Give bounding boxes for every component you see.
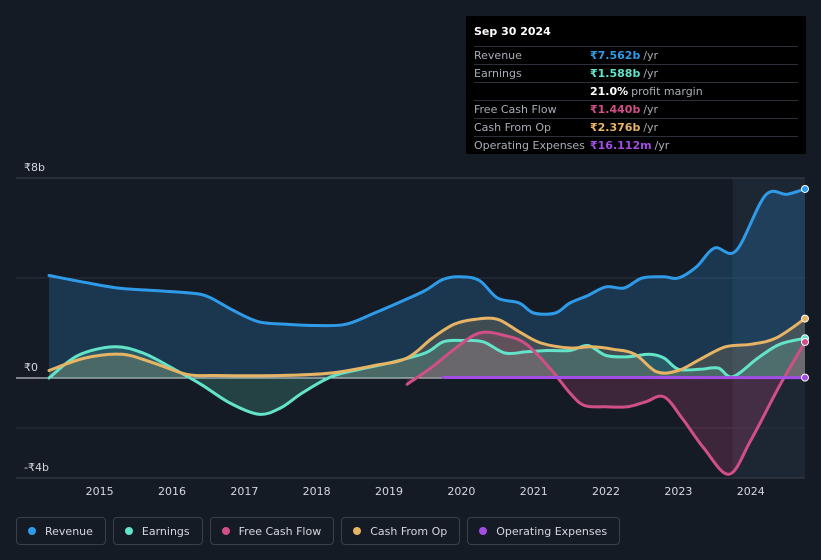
legend-label: Cash From Op bbox=[370, 524, 448, 538]
x-tick-label-2019: 2019 bbox=[375, 485, 403, 498]
chart-tooltip: Sep 30 2024 Revenue ₹7.562b/yr Earnings ₹1.… bbox=[466, 16, 806, 154]
tooltip-row: Cash From Op ₹2.376b/yr bbox=[474, 118, 798, 136]
tooltip-row-value: 21.0% bbox=[590, 85, 629, 98]
end-marker-free-cash-flow bbox=[801, 338, 809, 346]
tooltip-row-unit: /yr bbox=[643, 49, 659, 62]
tooltip-rows: Revenue ₹7.562b/yr Earnings ₹1.588b/yr 21.0%… bbox=[474, 46, 798, 154]
legend-dot-icon bbox=[124, 527, 133, 535]
line-free-cash-flow bbox=[405, 330, 805, 476]
tooltip-row-unit: /yr bbox=[654, 139, 670, 152]
legend-label: Earnings bbox=[141, 524, 190, 538]
x-tick-label-2016: 2016 bbox=[158, 485, 186, 498]
tooltip-row-value: ₹2.376b bbox=[590, 121, 641, 134]
tooltip-row-unit: /yr bbox=[643, 121, 659, 134]
x-tick-label-2023: 2023 bbox=[664, 485, 692, 498]
legend-item-cash-from-op[interactable]: Cash From Op bbox=[341, 517, 461, 545]
tooltip-row: Revenue ₹7.562b/yr bbox=[474, 46, 798, 64]
legend-item-free-cash-flow[interactable]: Free Cash Flow bbox=[209, 517, 335, 545]
legend-label: Revenue bbox=[45, 524, 93, 538]
tooltip-row: Earnings ₹1.588b/yr bbox=[474, 64, 798, 82]
legend-label: Free Cash Flow bbox=[238, 524, 322, 538]
tooltip-row-unit: /yr bbox=[643, 103, 659, 116]
end-marker-revenue bbox=[801, 184, 809, 193]
tooltip-row-label: Operating Expenses bbox=[474, 139, 585, 152]
y-tick-label-1: ₹0 bbox=[24, 361, 38, 374]
tooltip-row-label: Revenue bbox=[474, 49, 522, 62]
tooltip-date: Sep 30 2024 bbox=[474, 25, 551, 38]
chart-legend: Revenue Earnings Free Cash Flow Cash From O… bbox=[16, 517, 621, 545]
tooltip-row-unit: profit margin bbox=[631, 85, 703, 98]
y-tick-label-0: ₹8b bbox=[24, 161, 45, 174]
x-tick-label-2021: 2021 bbox=[520, 485, 548, 498]
tooltip-row-unit: /yr bbox=[643, 67, 659, 80]
tooltip-row-label: Cash From Op bbox=[474, 121, 552, 134]
legend-dot-icon bbox=[221, 527, 230, 535]
x-tick-label-2022: 2022 bbox=[592, 485, 620, 498]
area-cash-from-op bbox=[49, 318, 805, 378]
end-marker-operating-expenses bbox=[801, 373, 809, 382]
tooltip-row: 21.0% profit margin bbox=[474, 82, 798, 100]
x-tick-label-2015: 2015 bbox=[86, 485, 114, 498]
y-tick-label-2: -₹4b bbox=[24, 461, 49, 474]
tooltip-row-value: ₹7.562b bbox=[590, 49, 641, 62]
tooltip-row-value: ₹16.112m bbox=[590, 139, 652, 152]
area-revenue bbox=[49, 188, 805, 378]
legend-dot-icon bbox=[353, 527, 362, 535]
tooltip-row-label: Earnings bbox=[474, 67, 522, 80]
tooltip-row-label: Free Cash Flow bbox=[474, 103, 557, 116]
x-tick-label-2024: 2024 bbox=[737, 485, 765, 498]
legend-dot-icon bbox=[479, 527, 488, 535]
line-revenue bbox=[47, 187, 805, 328]
x-tick-label-2018: 2018 bbox=[303, 485, 331, 498]
x-tick-label-2020: 2020 bbox=[447, 485, 475, 498]
legend-item-revenue[interactable]: Revenue bbox=[16, 517, 106, 545]
tooltip-row-value: ₹1.588b bbox=[590, 67, 641, 80]
legend-dot-icon bbox=[28, 527, 36, 535]
area-free-cash-flow bbox=[407, 332, 805, 475]
tooltip-row-value: ₹1.440b bbox=[590, 103, 641, 116]
line-earnings bbox=[47, 336, 805, 416]
series-fills bbox=[49, 188, 805, 475]
tooltip-row: Free Cash Flow ₹1.440b/yr bbox=[474, 100, 798, 118]
tooltip-row: Operating Expenses ₹16.112m/yr bbox=[474, 136, 798, 154]
end-marker-cash-from-op bbox=[801, 314, 809, 323]
legend-label: Operating Expenses bbox=[496, 524, 608, 538]
x-tick-label-2017: 2017 bbox=[230, 485, 258, 498]
legend-item-earnings[interactable]: Earnings bbox=[112, 517, 203, 545]
series-lines bbox=[47, 187, 805, 476]
line-cash-from-op bbox=[47, 316, 805, 378]
legend-item-operating-expenses[interactable]: Operating Expenses bbox=[467, 517, 621, 545]
